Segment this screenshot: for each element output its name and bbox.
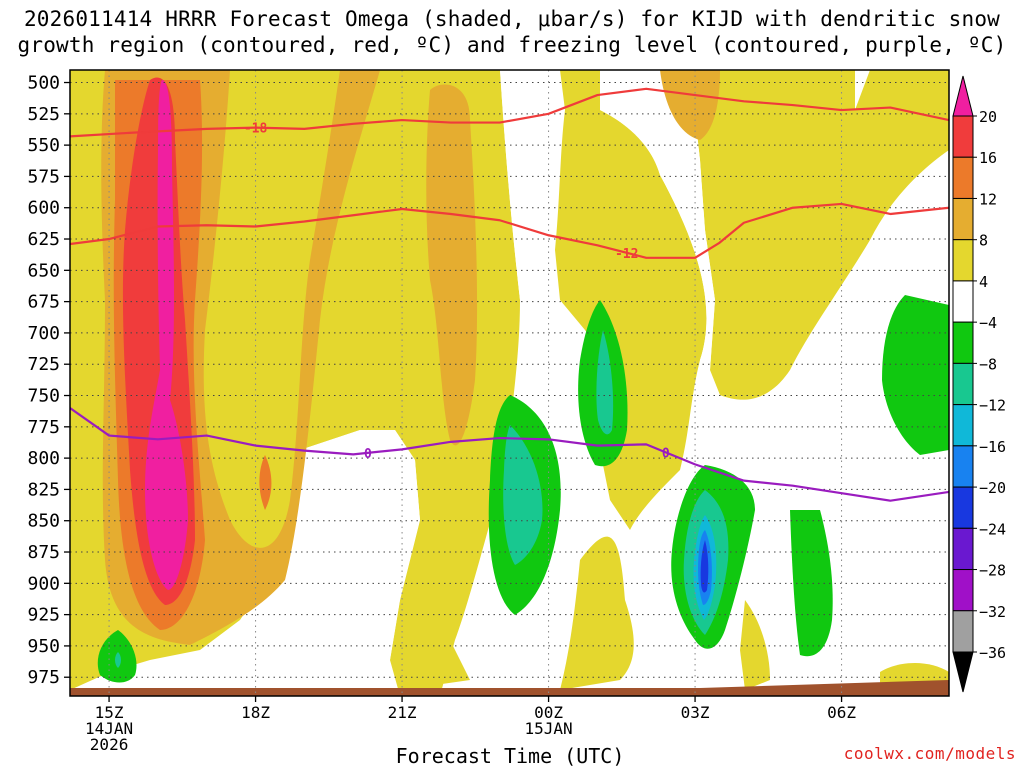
colorbar-label: 12 bbox=[979, 190, 997, 208]
x-tick-label: 03Z bbox=[681, 703, 710, 722]
colorbar-swatch bbox=[952, 280, 974, 323]
teal-cell-700hpa bbox=[596, 330, 614, 435]
contour-label-dgz-minus18: -18 bbox=[244, 122, 268, 137]
y-axis: 500 525 550 575 600 625 650 675 700 725 750 775 800 8… bbox=[27, 73, 70, 688]
white-gap-a bbox=[500, 70, 560, 470]
chart-title: 2026011414 HRRR Forecast Omega (shaded, … bbox=[0, 6, 1024, 58]
y-tick-label: 500 bbox=[27, 73, 60, 94]
y-tick-label: 975 bbox=[27, 667, 60, 688]
colorbar-bottom-arrow bbox=[952, 651, 974, 693]
yellow-region-upper-east bbox=[690, 70, 949, 400]
ground-surface bbox=[70, 680, 949, 696]
colorbar-label: −4 bbox=[979, 314, 997, 332]
y-tick-label: 850 bbox=[27, 511, 60, 532]
colorbar-label: −28 bbox=[979, 562, 1006, 580]
y-tick-label: 950 bbox=[27, 636, 60, 657]
contour-lines: -18 -12 0 0 bbox=[70, 87, 949, 502]
x-tick-label: 15Z bbox=[95, 703, 124, 722]
omega-negative-regions bbox=[97, 295, 949, 683]
colorbar-swatch bbox=[952, 115, 974, 158]
contour-label-freezing-level-0C: 0 bbox=[662, 446, 670, 461]
y-tick-label: 575 bbox=[27, 166, 60, 187]
title-line-1: 2026011414 HRRR Forecast Omega (shaded, … bbox=[23, 7, 1001, 31]
colorbar-label: −24 bbox=[979, 520, 1006, 538]
colorbar-label: 20 bbox=[979, 108, 997, 126]
x-axis-label: Forecast Time (UTC) bbox=[395, 744, 625, 768]
white-gap-c bbox=[280, 430, 420, 660]
x-tick-date-label: 15JAN bbox=[524, 719, 572, 738]
y-tick-label: 825 bbox=[27, 479, 60, 500]
colorbar-swatch bbox=[952, 569, 974, 612]
yellow-region-lower-center bbox=[560, 536, 634, 690]
colorbar-label: −8 bbox=[979, 355, 997, 373]
y-tick-label: 725 bbox=[27, 354, 60, 375]
y-tick-label: 800 bbox=[27, 448, 60, 469]
plot-frame bbox=[69, 69, 950, 697]
magenta-region-column bbox=[145, 80, 188, 590]
gold-region-upper-right bbox=[660, 70, 720, 140]
omega-shading bbox=[70, 70, 949, 696]
colorbar-swatch bbox=[952, 486, 974, 529]
contour-dgz-minus12 bbox=[70, 202, 949, 259]
green-cell-850hpa-east bbox=[790, 510, 833, 657]
x-tick-label: 21Z bbox=[388, 703, 417, 722]
contour-freezing-level-0C bbox=[70, 407, 949, 502]
y-tick-label: 900 bbox=[27, 573, 60, 594]
y-tick-label: 925 bbox=[27, 605, 60, 626]
colorbar-swatch bbox=[952, 156, 974, 199]
y-tick-label: 625 bbox=[27, 229, 60, 250]
y-tick-label: 775 bbox=[27, 417, 60, 438]
teal-cell-950hpa-west bbox=[115, 652, 121, 668]
colorbar-label: 16 bbox=[979, 149, 997, 167]
source-credit: coolwx.com/models bbox=[843, 744, 1016, 763]
colorbar-label: −12 bbox=[979, 397, 1006, 415]
colorbar-swatch bbox=[952, 404, 974, 447]
colorbar: 20 16 12 8 4 −4 −8 −12 −16 −20 −24 −28 −32 −36 bbox=[952, 75, 1006, 693]
y-tick-label: 750 bbox=[27, 386, 60, 407]
y-tick-label: 525 bbox=[27, 104, 60, 125]
colorbar-top-arrow bbox=[952, 75, 974, 117]
y-tick-label: 550 bbox=[27, 135, 60, 156]
colorbar-label: −16 bbox=[979, 438, 1006, 456]
yellow-region-lower-west bbox=[400, 597, 470, 690]
colorbar-label: −36 bbox=[979, 644, 1006, 662]
colorbar-label: −32 bbox=[979, 603, 1006, 621]
title-line-2: growth region (contoured, red, ºC) and f… bbox=[17, 33, 1007, 57]
yellow-region-upper-center bbox=[555, 70, 707, 530]
y-tick-label: 600 bbox=[27, 198, 60, 219]
yellow-region-bottom-east bbox=[740, 600, 770, 690]
yellow-region-north-white-notch bbox=[855, 70, 870, 110]
darkblue-cell-875hpa bbox=[700, 540, 709, 593]
y-tick-label: 650 bbox=[27, 260, 60, 281]
green-cell-700hpa-east bbox=[882, 295, 949, 455]
contour-label-dgz-minus12: -12 bbox=[615, 247, 638, 262]
contour-label-freezing-level-0C: 0 bbox=[364, 447, 372, 462]
x-tick-date-label: 14JAN bbox=[85, 719, 133, 738]
colorbar-swatch bbox=[952, 239, 974, 282]
contour-dgz-minus18 bbox=[70, 87, 949, 138]
x-tick-label: 18Z bbox=[241, 703, 270, 722]
y-tick-label: 875 bbox=[27, 542, 60, 563]
colorbar-swatch bbox=[952, 321, 974, 364]
colorbar-label: 4 bbox=[979, 273, 988, 291]
x-tick-label: 06Z bbox=[827, 703, 856, 722]
y-tick-label: 675 bbox=[27, 292, 60, 313]
colorbar-swatch bbox=[952, 445, 974, 488]
gold-region-column-mid bbox=[426, 84, 478, 446]
colorbar-swatch bbox=[952, 362, 974, 406]
orange-blob-780hpa bbox=[259, 455, 272, 510]
x-tick-label: 00Z bbox=[534, 703, 563, 722]
colorbar-label: −20 bbox=[979, 479, 1006, 497]
colorbar-swatch bbox=[952, 197, 974, 241]
teal-cell-800hpa bbox=[503, 425, 543, 565]
x-tick-year-label: 2026 bbox=[90, 735, 129, 754]
colorbar-swatch bbox=[952, 527, 974, 571]
colorbar-label: 8 bbox=[979, 232, 988, 250]
colorbar-swatch bbox=[952, 610, 974, 653]
y-tick-label: 700 bbox=[27, 323, 60, 344]
omega-20-regions bbox=[145, 80, 188, 590]
